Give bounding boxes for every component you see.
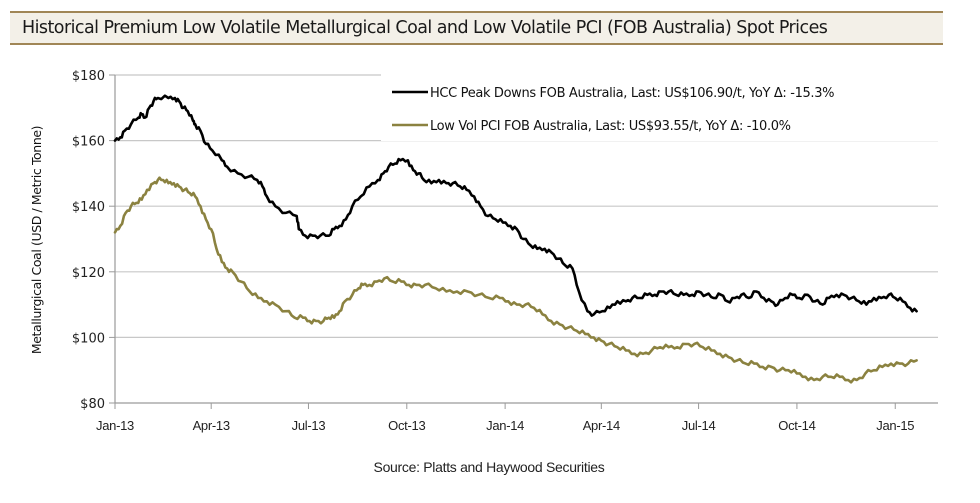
x-tick-label: Oct-13 bbox=[388, 418, 425, 433]
x-tick-label: Jul-14 bbox=[682, 418, 716, 433]
y-axis-title: Metallurgical Coal (USD / Metric Tonne) bbox=[29, 126, 44, 354]
y-tick-labels: $80 $100 $120 $140 $160 $180 bbox=[72, 69, 105, 412]
y-tick-label: $160 bbox=[72, 135, 105, 150]
x-tick-label: Jan-14 bbox=[486, 418, 524, 433]
y-tick-label: $120 bbox=[72, 266, 105, 281]
x-tick-labels: Jan-13 Apr-13 Jul-13 Oct-13 Jan-14 Apr-14 Jul-… bbox=[96, 418, 915, 433]
chart-title-banner: Historical Premium Low Volatile Metallur… bbox=[10, 11, 943, 45]
y-tick-label: $80 bbox=[80, 397, 105, 412]
x-tick-label: Apr-13 bbox=[193, 418, 230, 433]
x-tick-label: Oct-14 bbox=[778, 418, 815, 433]
legend-label-pci: Low Vol PCI FOB Australia, Last: US$93.5… bbox=[430, 119, 791, 134]
y-tick-label: $100 bbox=[72, 331, 105, 346]
x-tick-label: Jan-15 bbox=[876, 418, 914, 433]
legend-box bbox=[381, 71, 938, 141]
series-line-pci bbox=[113, 176, 918, 384]
x-tick-label: Jan-13 bbox=[96, 418, 134, 433]
x-tick-label: Apr-14 bbox=[583, 418, 620, 433]
chart-title: Historical Premium Low Volatile Metallur… bbox=[22, 18, 828, 38]
source-note: Source: Platts and Haywood Securities bbox=[374, 459, 605, 475]
axes bbox=[109, 74, 938, 409]
legend: HCC Peak Downs FOB Australia, Last: US$1… bbox=[381, 71, 938, 141]
series-line-hcc bbox=[113, 94, 918, 317]
legend-label-hcc: HCC Peak Downs FOB Australia, Last: US$1… bbox=[430, 86, 834, 101]
y-tick-label: $140 bbox=[72, 200, 105, 215]
y-tick-label: $180 bbox=[72, 69, 105, 84]
x-tick-label: Jul-13 bbox=[292, 418, 326, 433]
series-lines bbox=[113, 94, 918, 384]
